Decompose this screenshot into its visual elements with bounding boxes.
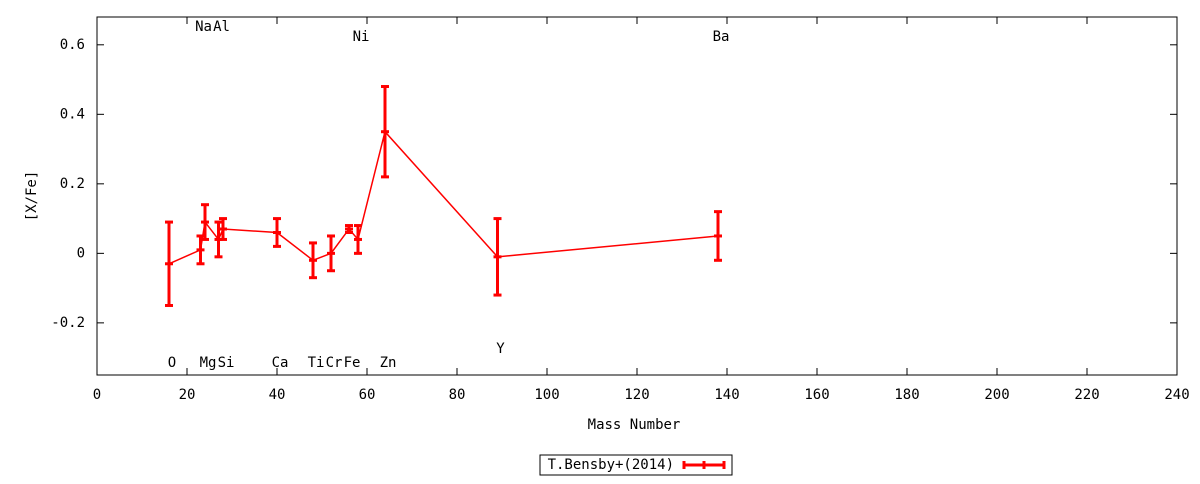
error-bar	[309, 241, 317, 280]
legend-box	[539, 454, 733, 476]
element-label: Ni	[353, 29, 370, 45]
element-label: Ba	[713, 29, 730, 45]
error-bar	[327, 234, 335, 273]
error-bar	[165, 220, 173, 307]
x-tick-label: 20	[179, 387, 196, 403]
series-line	[168, 130, 719, 265]
element-label: O	[168, 355, 176, 371]
element-label: Al	[213, 19, 230, 35]
x-tick-label: 240	[1164, 387, 1189, 403]
x-tick-label: 0	[93, 387, 101, 403]
element-label: Mg	[200, 355, 217, 371]
x-tick-label: 200	[984, 387, 1009, 403]
y-tick-label: 0	[77, 245, 85, 261]
x-tick-label: 140	[714, 387, 739, 403]
x-tick-label: 160	[804, 387, 829, 403]
error-bar	[273, 217, 281, 248]
element-label: Ti	[308, 355, 325, 371]
error-bar	[345, 224, 353, 234]
error-bar	[201, 203, 209, 241]
x-tick-label: 40	[269, 387, 286, 403]
element-label: Cr	[326, 355, 343, 371]
x-tick-label: 60	[359, 387, 376, 403]
y-axis-label: [X/Fe]	[24, 171, 40, 222]
y-tick-label: 0.6	[60, 37, 85, 53]
error-bar	[381, 85, 389, 179]
element-label: Ca	[272, 355, 289, 371]
element-label: Si	[218, 355, 235, 371]
element-label: Fe	[344, 355, 361, 371]
y-tick-label: 0.2	[60, 176, 85, 192]
x-tick-label: 180	[894, 387, 919, 403]
error-bar	[219, 217, 227, 241]
y-tick-label: 0.4	[60, 106, 85, 122]
x-tick-label: 80	[449, 387, 466, 403]
x-tick-label: 120	[624, 387, 649, 403]
error-bar	[354, 224, 362, 255]
x-axis-label: Mass Number	[588, 417, 681, 433]
element-label: Zn	[380, 355, 397, 371]
element-label: Y	[496, 341, 505, 357]
legend-label: T.Bensby+(2014)	[548, 457, 674, 473]
element-label: Na	[195, 19, 212, 35]
error-bar	[714, 210, 722, 262]
x-tick-label: 100	[534, 387, 559, 403]
plot-frame	[96, 16, 1178, 376]
y-tick-label: -0.2	[51, 315, 85, 331]
x-tick-label: 220	[1074, 387, 1099, 403]
error-bar	[493, 217, 502, 297]
error-bar	[196, 234, 205, 266]
